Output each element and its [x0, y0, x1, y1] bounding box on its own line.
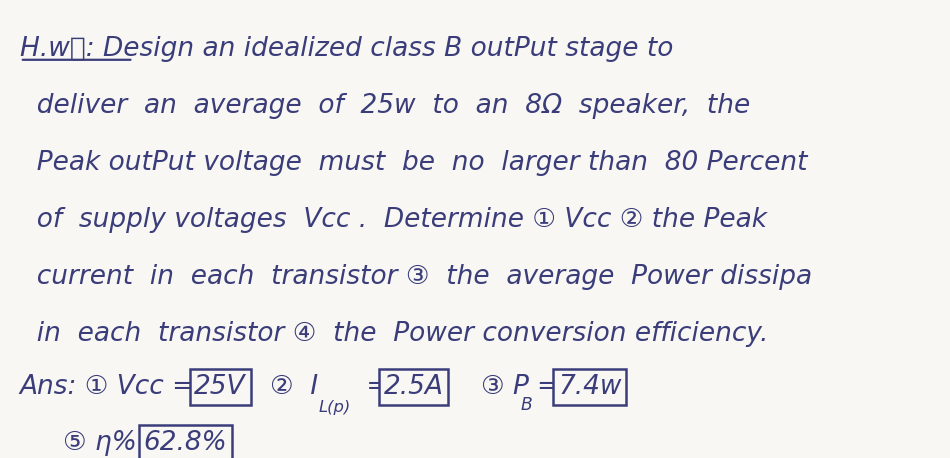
Text: B: B: [521, 396, 532, 414]
Text: ⑤ η%=: ⑤ η%=: [64, 430, 160, 456]
Text: in  each  transistor ④  the  Power conversion efficiency.: in each transistor ④ the Power conversio…: [20, 321, 769, 347]
Text: 25V: 25V: [195, 374, 246, 400]
Text: H.wⓡ: Design an idealized class B outPut stage to: H.wⓡ: Design an idealized class B outPut…: [20, 36, 674, 62]
Text: 2.5A: 2.5A: [384, 374, 444, 400]
Text: =: =: [537, 374, 559, 400]
Text: 62.8%: 62.8%: [143, 430, 227, 456]
Text: Peak outPut voltage  must  be  no  larger than  80 Percent: Peak outPut voltage must be no larger th…: [20, 150, 808, 176]
Text: of  supply voltages  Vcc .  Determine ① Vcc ② the Peak: of supply voltages Vcc . Determine ① Vcc…: [20, 207, 767, 233]
Text: current  in  each  transistor ③  the  average  Power dissipa: current in each transistor ③ the average…: [20, 264, 812, 290]
Text: 7.4w: 7.4w: [559, 374, 621, 400]
Text: Ans: ① Vcc =: Ans: ① Vcc =: [20, 374, 195, 400]
Text: =: =: [358, 374, 389, 400]
Text: L(p): L(p): [318, 400, 351, 415]
Text: ②  I: ② I: [271, 374, 318, 400]
Text: ③ P: ③ P: [481, 374, 528, 400]
Text: deliver  an  average  of  25w  to  an  8Ω  speaker,  the: deliver an average of 25w to an 8Ω speak…: [20, 93, 751, 119]
